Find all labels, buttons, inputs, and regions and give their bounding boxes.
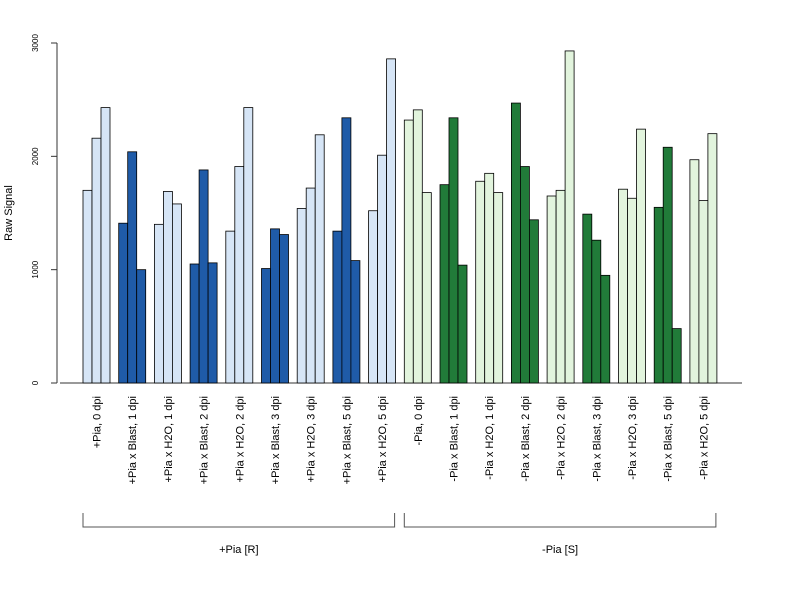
bar <box>350 260 361 384</box>
group-bracket <box>403 513 717 528</box>
bar <box>261 268 271 384</box>
bar <box>153 223 164 384</box>
bar <box>162 191 173 384</box>
bar <box>555 189 566 384</box>
bar <box>627 197 637 384</box>
bar <box>314 134 325 384</box>
bar <box>564 50 575 384</box>
bar <box>618 188 628 384</box>
bar <box>296 208 307 384</box>
category-label: -Pia x H2O, 2 dpi <box>556 396 568 480</box>
category-label: +Pia x Blast, 5 dpi <box>341 396 353 484</box>
category-labels: +Pia, 0 dpi +Pia x Blast, 1 dpi +Pia x H2O… <box>92 396 711 484</box>
bar <box>475 180 486 384</box>
bar <box>341 117 352 384</box>
category-label: -Pia x H2O, 3 dpi <box>627 396 639 480</box>
bar <box>189 263 200 384</box>
bar <box>510 102 521 384</box>
y-tick-label: 3000 <box>31 34 40 52</box>
y-axis: 0 1000 2000 3000 <box>31 34 58 385</box>
bar <box>305 187 316 384</box>
bar <box>171 203 182 384</box>
y-axis-label: Raw Signal <box>3 185 15 241</box>
bar <box>118 222 129 384</box>
category-label: -Pia, 0 dpi <box>413 396 425 446</box>
bar <box>91 137 102 384</box>
bar <box>520 166 530 384</box>
bar <box>529 219 539 384</box>
category-label: +Pia x H2O, 1 dpi <box>163 396 175 483</box>
bar <box>198 169 209 384</box>
category-label: -Pia x Blast, 2 dpi <box>520 396 532 482</box>
category-label: +Pia x Blast, 3 dpi <box>270 396 282 484</box>
bar <box>448 117 459 384</box>
bar <box>582 213 593 384</box>
bar <box>243 107 254 384</box>
bar <box>207 262 218 384</box>
bar <box>100 107 111 384</box>
group-label: -Pia [S] <box>542 544 578 556</box>
bars <box>82 50 718 384</box>
group-brackets: +Pia [R] -Pia [S] <box>82 513 717 556</box>
y-tick-label: 0 <box>31 380 40 385</box>
category-label: +Pia x H2O, 2 dpi <box>234 396 246 483</box>
category-label: +Pia x Blast, 2 dpi <box>199 396 211 484</box>
bar <box>225 230 236 384</box>
group-label: +Pia [R] <box>219 544 258 556</box>
category-label: -Pia x Blast, 3 dpi <box>591 396 603 482</box>
bar <box>332 230 343 384</box>
bar <box>546 195 557 384</box>
bar <box>368 210 379 384</box>
bar <box>707 133 718 384</box>
bar <box>671 328 682 384</box>
category-label: -Pia x H2O, 5 dpi <box>698 396 710 480</box>
bar <box>653 206 664 384</box>
category-label: +Pia x Blast, 1 dpi <box>127 396 139 484</box>
bar <box>127 151 138 384</box>
bar <box>689 159 700 384</box>
bar <box>493 192 504 384</box>
bar <box>136 269 147 384</box>
bar <box>377 154 388 384</box>
bar <box>484 172 495 384</box>
category-label: +Pia x H2O, 5 dpi <box>377 396 389 483</box>
bar <box>439 184 450 384</box>
bar <box>279 234 289 384</box>
bar <box>662 146 673 384</box>
category-label: -Pia x Blast, 5 dpi <box>663 396 675 482</box>
bar <box>698 200 709 384</box>
bar <box>457 264 468 384</box>
bar <box>591 239 602 384</box>
bar <box>412 109 423 384</box>
bar <box>82 189 93 384</box>
category-label: +Pia, 0 dpi <box>92 396 104 448</box>
bar <box>421 192 432 384</box>
bar <box>403 119 414 384</box>
bar <box>386 58 397 384</box>
group-bracket <box>82 513 396 528</box>
bar <box>270 228 280 384</box>
y-tick-label: 2000 <box>31 147 40 165</box>
category-label: -Pia x H2O, 1 dpi <box>484 396 496 480</box>
y-tick-label: 1000 <box>31 260 40 278</box>
bar <box>600 274 611 384</box>
category-label: -Pia x Blast, 1 dpi <box>449 396 461 482</box>
bar <box>636 128 646 384</box>
category-label: +Pia x H2O, 3 dpi <box>306 396 318 483</box>
bar <box>234 166 245 384</box>
